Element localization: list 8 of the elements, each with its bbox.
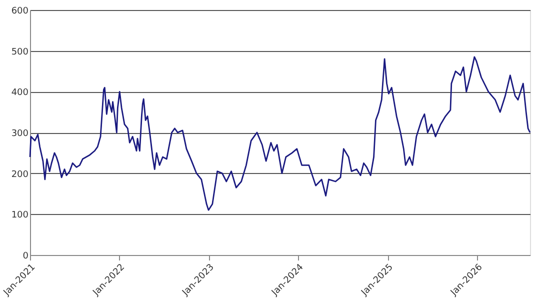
y-tick-label: 400 bbox=[11, 88, 29, 98]
y-tick-label: 600 bbox=[11, 6, 29, 16]
y-tick-label: 500 bbox=[11, 47, 29, 58]
line-series bbox=[29, 56, 531, 211]
y-tick-label: 300 bbox=[11, 129, 29, 139]
y-tick-label: 100 bbox=[11, 210, 29, 221]
y-tick-label: 0 bbox=[22, 252, 29, 262]
y-tick-label: 200 bbox=[11, 170, 29, 180]
